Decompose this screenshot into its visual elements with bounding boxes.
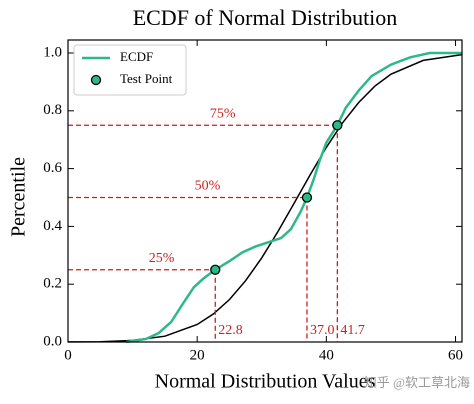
test-point (301, 192, 313, 203)
watermark: 知乎 @软工草北海 (364, 375, 470, 390)
percent-label: 75% (210, 106, 236, 121)
legend-label: Test Point (120, 71, 173, 86)
x-tick-label: 0 (64, 347, 72, 363)
chart-title: ECDF of Normal Distribution (133, 5, 398, 30)
plot-frame (67, 39, 463, 343)
y-tick-label: 0.4 (43, 218, 62, 234)
y-tick-label: 1.0 (43, 44, 62, 60)
percent-label: 25% (149, 251, 175, 266)
reference-cdf-line (67, 53, 463, 343)
x-value-label: 37.0 (310, 323, 335, 338)
ecdf-line (125, 51, 462, 344)
y-tick-label: 0.0 (43, 333, 62, 349)
test-point (332, 120, 343, 131)
y-tick-label: 0.8 (43, 102, 62, 118)
x-value-label: 41.7 (340, 323, 365, 338)
x-axis-label: Normal Distribution Values (155, 371, 376, 393)
y-tick-label: 0.2 (43, 276, 62, 292)
x-tick-label: 20 (190, 347, 205, 363)
test-point (210, 264, 221, 275)
percent-label: 50% (195, 179, 221, 194)
x-value-label: 22.8 (218, 323, 243, 338)
legend-label: ECDF (120, 49, 153, 64)
legend-swatch-point (90, 74, 102, 86)
y-axis-label: Percentile (8, 157, 30, 237)
x-tick-label: 60 (448, 347, 463, 363)
x-tick-label: 40 (319, 347, 334, 363)
y-tick-label: 0.6 (43, 160, 62, 176)
